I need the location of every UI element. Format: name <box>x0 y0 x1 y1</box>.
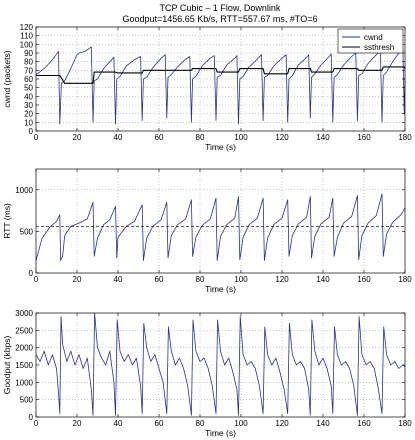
rtt-xtick-label: 0 <box>34 275 39 284</box>
goodput-xtick-label: 120 <box>275 419 289 428</box>
goodput-ytick-label: 1500 <box>15 361 33 370</box>
goodput-panel: 0 20 40 60 80 100 120 140 160 180 0 500 1000 1500 2000… <box>2 309 412 438</box>
rtt-xtick-label: 40 <box>114 275 123 284</box>
legend-label-ssthresh: ssthresh <box>364 43 394 52</box>
cwnd-ytick-label: 80 <box>24 58 33 67</box>
rtt-xtick-label: 80 <box>196 275 205 284</box>
goodput-ytick-label: 1000 <box>15 378 33 387</box>
cwnd-xtick-label: 80 <box>196 133 205 142</box>
goodput-xtick-label: 180 <box>398 419 412 428</box>
cwnd-ytick-label: 0 <box>29 127 34 136</box>
chart-title-line-2: Goodput=1456.65 Kb/s, RTT=557.67 ms, #TO… <box>122 14 317 24</box>
cwnd-x-axis-label: Time (s) <box>205 142 236 152</box>
goodput-plot-frame <box>35 312 406 418</box>
cwnd-ytick-label: 120 <box>20 23 34 32</box>
cwnd-xtick-label: 60 <box>155 133 164 142</box>
rtt-xtick-label: 120 <box>275 275 289 284</box>
cwnd-xtick-label: 120 <box>275 133 289 142</box>
cwnd-xtick-label: 180 <box>398 133 412 142</box>
cwnd-ytick-label: 70 <box>24 66 33 75</box>
cwnd-ytick-label: 30 <box>24 101 33 110</box>
cwnd-ytick-label: 10 <box>24 118 33 127</box>
cwnd-ytick-label: 20 <box>24 110 33 119</box>
cwnd-series-cwnd <box>35 46 406 125</box>
cwnd-ytick-label: 40 <box>24 92 33 101</box>
cwnd-y-axis-label: cwnd (packets) <box>2 50 12 107</box>
cwnd-series-ssthresh <box>36 66 406 84</box>
rtt-panel: 0 20 40 60 80 100 120 140 160 180 0 500 1000 Time (s)… <box>2 168 412 294</box>
cwnd-ytick-label: 60 <box>24 75 33 84</box>
cwnd-ytick-label: 100 <box>20 40 34 49</box>
goodput-xtick-label: 80 <box>196 419 205 428</box>
goodput-ytick-label: 0 <box>29 413 34 422</box>
rtt-xtick-label: 140 <box>316 275 330 284</box>
rtt-xtick-label: 160 <box>357 275 371 284</box>
goodput-y-axis-label: Goodput (kbps) <box>2 336 12 395</box>
goodput-xtick-label: 100 <box>234 419 248 428</box>
legend-box <box>337 28 404 54</box>
rtt-xtick-label: 180 <box>398 275 412 284</box>
goodput-ytick-label: 500 <box>20 396 34 405</box>
rtt-series-rtt <box>35 193 406 261</box>
goodput-series-goodput <box>35 312 406 416</box>
goodput-ytick-label: 3000 <box>15 309 33 318</box>
cwnd-xtick-label: 40 <box>114 133 123 142</box>
goodput-ytick-label: 2500 <box>15 326 33 335</box>
goodput-ytick-label: 2000 <box>15 344 33 353</box>
cwnd-ytick-label: 110 <box>20 32 33 41</box>
cwnd-panel: 0 20 40 60 80 100 120 140 160 1800102030405060708… <box>2 23 412 152</box>
rtt-y-axis-label: RTT (ms) <box>2 203 12 239</box>
cwnd-ytick-label: 50 <box>24 84 33 93</box>
goodput-xtick-label: 160 <box>357 419 371 428</box>
rtt-xtick-label: 60 <box>155 275 164 284</box>
rtt-xtick-label: 100 <box>234 275 248 284</box>
cwnd-xtick-label: 0 <box>34 133 39 142</box>
chart-title-line-1: TCP Cubic – 1 Flow, Downlink <box>160 3 281 13</box>
rtt-xtick-label: 20 <box>73 275 82 284</box>
goodput-xtick-label: 140 <box>316 419 330 428</box>
rtt-plot-frame <box>35 168 406 274</box>
goodput-xtick-label: 40 <box>114 419 123 428</box>
goodput-x-axis-label: Time (s) <box>205 428 236 438</box>
goodput-xtick-label: 20 <box>73 419 82 428</box>
cwnd-ytick-label: 90 <box>24 49 33 58</box>
rtt-ytick-label: 1000 <box>15 186 33 195</box>
cwnd-xtick-label: 140 <box>316 133 330 142</box>
chart-panels: 0 20 40 60 80 100 120 140 160 1800102030405060708… <box>2 23 412 438</box>
cwnd-xtick-label: 100 <box>234 133 248 142</box>
rtt-ytick-label: 500 <box>20 227 34 236</box>
goodput-xtick-label: 0 <box>34 419 39 428</box>
legend-label-cwnd: cwnd <box>364 33 383 42</box>
goodput-xtick-label: 60 <box>155 419 164 428</box>
rtt-ytick-label: 0 <box>29 269 34 278</box>
cwnd-xtick-label: 160 <box>357 133 371 142</box>
rtt-x-axis-label: Time (s) <box>205 284 236 294</box>
cwnd-xtick-label: 20 <box>73 133 82 142</box>
